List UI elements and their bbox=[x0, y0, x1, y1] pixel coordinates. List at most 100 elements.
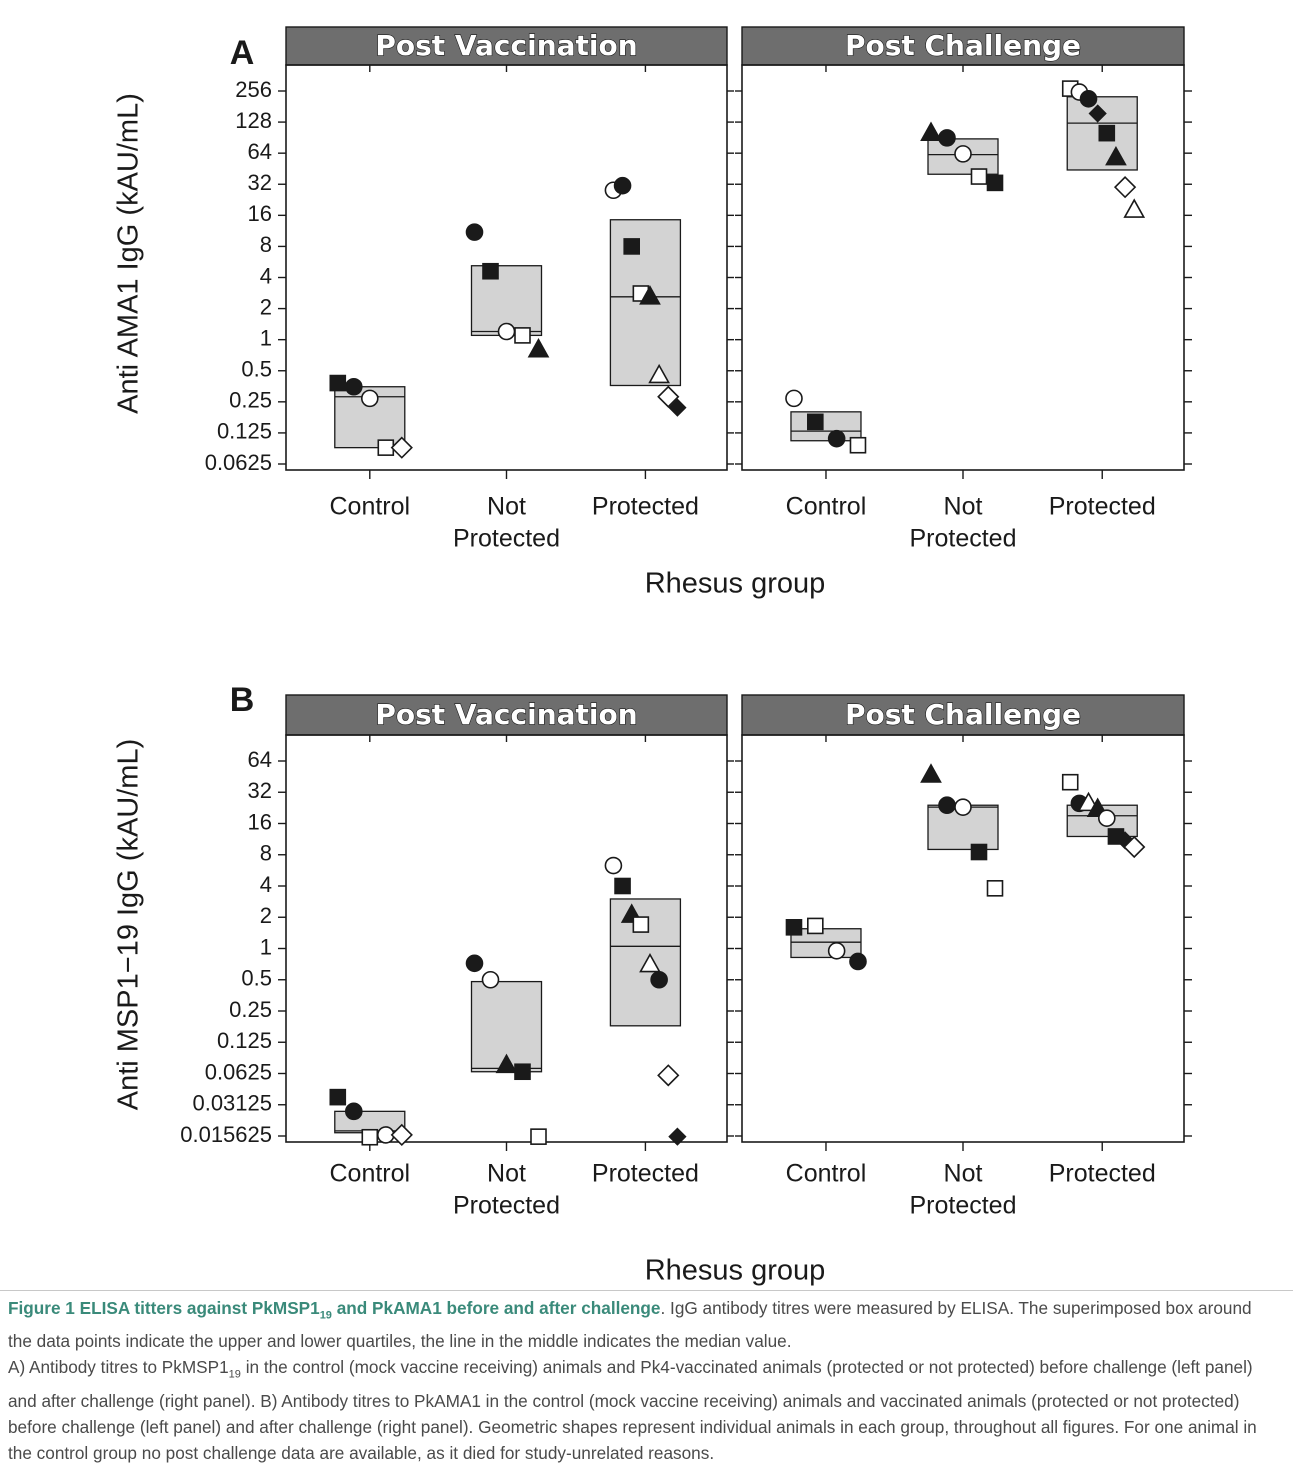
data-point-circle-open bbox=[497, 322, 516, 341]
facet-title: Post Vaccination bbox=[375, 29, 637, 62]
data-point-triangle-filled bbox=[639, 285, 661, 305]
data-point-square-open bbox=[514, 327, 531, 344]
data-point-circle-filled bbox=[1079, 90, 1098, 108]
data-point-circle-filled bbox=[613, 176, 632, 195]
data-point-square-open bbox=[530, 1128, 547, 1145]
y-tick-label: 0.5 bbox=[241, 966, 272, 991]
data-point-circle-filled bbox=[938, 796, 956, 815]
x-tick-label: Protected bbox=[909, 525, 1016, 553]
facet-title: Post Challenge bbox=[845, 29, 1081, 62]
caption-intro: . IgG antibody titres were measured by E… bbox=[8, 1298, 1252, 1352]
caption-detail-part2: in the control (mock vaccine receiving) … bbox=[8, 1357, 1257, 1463]
y-tick-label: 8 bbox=[260, 841, 272, 866]
data-point-square-filled bbox=[623, 238, 641, 255]
data-point-circle-filled bbox=[465, 954, 484, 973]
y-tick-label: 1 bbox=[260, 325, 272, 350]
data-point-circle-filled bbox=[938, 129, 956, 147]
caption-heading-part2: and PkAMA1 before and after challenge bbox=[331, 1298, 661, 1318]
data-point-diamond-open bbox=[657, 385, 680, 408]
data-point-circle-filled bbox=[827, 429, 846, 448]
x-tick-label: Not bbox=[487, 1160, 526, 1188]
y-tick-label: 4 bbox=[260, 872, 272, 897]
data-point-diamond-open bbox=[657, 1064, 680, 1087]
data-point-square-filled bbox=[329, 1088, 347, 1106]
data-point-diamond-filled bbox=[668, 1127, 687, 1146]
y-tick-label: 64 bbox=[248, 139, 272, 164]
y-tick-label: 32 bbox=[248, 778, 272, 803]
panel-letter: B bbox=[230, 681, 255, 719]
caption-detail-paragraph: A) Antibody titres to PkMSP119 in the co… bbox=[8, 1354, 1280, 1465]
quartile-box bbox=[790, 411, 862, 442]
y-tick-label: 0.0625 bbox=[205, 450, 272, 475]
y-tick-label: 0.015625 bbox=[180, 1122, 272, 1147]
data-point-circle-open bbox=[481, 970, 500, 989]
y-axis-label: Anti AMA1 IgG (kAU/mL) bbox=[113, 93, 145, 414]
quartile-box bbox=[790, 928, 862, 959]
y-tick-label: 256 bbox=[235, 77, 272, 102]
data-point-circle-filled bbox=[344, 1102, 363, 1121]
x-tick-label: Protected bbox=[453, 525, 560, 553]
y-tick-label: 16 bbox=[248, 809, 272, 834]
data-point-square-filled bbox=[807, 413, 824, 431]
data-point-triangle-filled bbox=[920, 121, 942, 141]
data-point-square-filled bbox=[986, 174, 1004, 192]
y-tick-label: 0.125 bbox=[217, 419, 272, 444]
x-tick-label: Control bbox=[786, 493, 867, 521]
x-tick-label: Protected bbox=[1049, 493, 1156, 521]
data-point-square-open bbox=[986, 880, 1004, 897]
facet-post-challenge: Post Challenge Control Not Protected Protect… bbox=[741, 26, 1185, 553]
data-point-square-filled bbox=[970, 843, 988, 861]
data-point-diamond-open bbox=[1113, 176, 1137, 199]
y-tick-label: 0.25 bbox=[229, 997, 272, 1022]
chart-panel-b: B 0.015625 0.03125 0.0625 0.125 0.25 0.5 1 2 4 8 16… bbox=[113, 681, 1192, 1287]
x-tick-label: Protected bbox=[453, 1192, 560, 1220]
x-tick-label: Not bbox=[944, 493, 983, 521]
x-tick-label: Protected bbox=[592, 493, 699, 521]
data-point-circle-filled bbox=[650, 970, 668, 989]
data-point-square-filled bbox=[785, 919, 803, 936]
x-tick-label: Protected bbox=[1049, 1160, 1156, 1188]
y-tick-label: 0.5 bbox=[241, 357, 272, 382]
x-axis-label: Rhesus group bbox=[645, 568, 826, 600]
facet-title: Post Challenge bbox=[845, 698, 1081, 731]
x-tick-label: Protected bbox=[909, 1192, 1016, 1220]
figure-caption: Figure 1 ELISA titters against PkMSP119 … bbox=[0, 1290, 1293, 1481]
data-point-square-filled bbox=[482, 262, 499, 280]
data-point-circle-filled bbox=[849, 952, 867, 971]
caption-intro-paragraph: Figure 1 ELISA titters against PkMSP119 … bbox=[8, 1295, 1280, 1354]
caption-heading: Figure 1 ELISA titters against PkMSP119 … bbox=[8, 1298, 661, 1322]
facet-strip bbox=[741, 26, 1185, 66]
x-tick-label: Control bbox=[786, 1160, 867, 1188]
data-point-square-open bbox=[849, 436, 867, 454]
chart-panel-a: A 0.0625 0.125 0.25 0.5 1 2 4 8 16 32 64 128 256 Anti … bbox=[113, 26, 1192, 600]
y-tick-label: 0.25 bbox=[229, 388, 272, 413]
facet-post-challenge: Post Challenge Control Not Protected Protect… bbox=[741, 694, 1185, 1220]
data-point-circle-open bbox=[954, 145, 972, 163]
caption-heading-subscript: 19 bbox=[319, 1309, 332, 1322]
x-tick-label: Protected bbox=[592, 1160, 699, 1188]
facet-title: Post Vaccination bbox=[375, 698, 637, 731]
y-axis-label: Anti MSP1−19 IgG (kAU/mL) bbox=[113, 739, 145, 1111]
data-point-square-open bbox=[1061, 773, 1079, 791]
data-point-square-open bbox=[807, 917, 824, 935]
x-tick-label: Control bbox=[329, 493, 410, 521]
facet-post-vaccination: Post Vaccination Control Not Protected Prote… bbox=[285, 694, 728, 1220]
data-point-circle-open bbox=[1098, 809, 1116, 827]
caption-heading-part1: Figure 1 ELISA titters against PkMSP1 bbox=[8, 1298, 320, 1318]
y-tick-label: 1 bbox=[260, 934, 272, 959]
data-point-triangle-open bbox=[1123, 198, 1146, 218]
facet-strip bbox=[741, 694, 1185, 736]
data-point-square-filled bbox=[614, 877, 631, 895]
data-point-circle-open bbox=[827, 942, 846, 960]
caption-detail-subscript: 19 bbox=[228, 1368, 241, 1381]
figure-canvas: A0.06250.1250.250.51248163264128256Anti … bbox=[113, 26, 1192, 1287]
data-point-square-filled bbox=[329, 374, 347, 392]
data-point-triangle-open bbox=[648, 363, 670, 384]
data-point-circle-open bbox=[954, 798, 972, 816]
y-tick-label: 2 bbox=[260, 294, 272, 319]
y-tick-label: 2 bbox=[260, 903, 272, 928]
y-tick-label: 0.125 bbox=[217, 1028, 272, 1053]
y-tick-label: 0.03125 bbox=[192, 1091, 272, 1116]
facet-post-vaccination: Post Vaccination Control Not Protected Prote… bbox=[285, 26, 728, 553]
data-point-triangle-open bbox=[639, 952, 661, 973]
